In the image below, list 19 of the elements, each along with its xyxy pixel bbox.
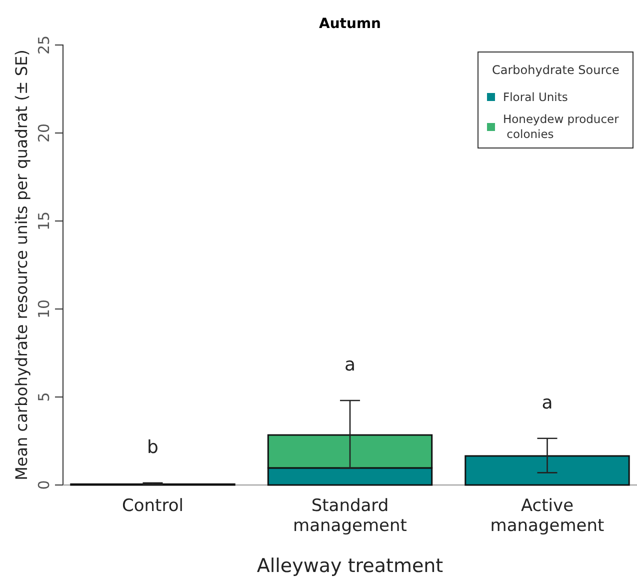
x-tick-label: Active management [490, 496, 605, 536]
y-tick-label: 5 [35, 392, 53, 402]
annotation: a [542, 392, 553, 414]
legend-label: Honeydew producer colonies [503, 112, 620, 141]
bar [464, 455, 630, 486]
annotation: b [147, 436, 158, 458]
annotation: a [344, 354, 356, 376]
x-tick-label: Standard management [293, 496, 408, 536]
y-tick-label: 25 [35, 35, 53, 55]
y-tick-label: 0 [35, 480, 53, 490]
y-tick-label: 20 [35, 123, 53, 143]
legend-label: Floral Units [503, 90, 568, 104]
x-tick-label: Control [122, 496, 184, 516]
legend-title: Carbohydrate Source [492, 63, 620, 77]
y-tick-label: 10 [35, 299, 53, 319]
y-axis-title: Mean carbohydrate resource units per quadrat (± SE) [12, 50, 31, 480]
x-axis-title: Alleyway treatment [256, 555, 444, 577]
y-tick-label: 15 [35, 211, 53, 231]
chart-title: Autumn [318, 16, 382, 32]
